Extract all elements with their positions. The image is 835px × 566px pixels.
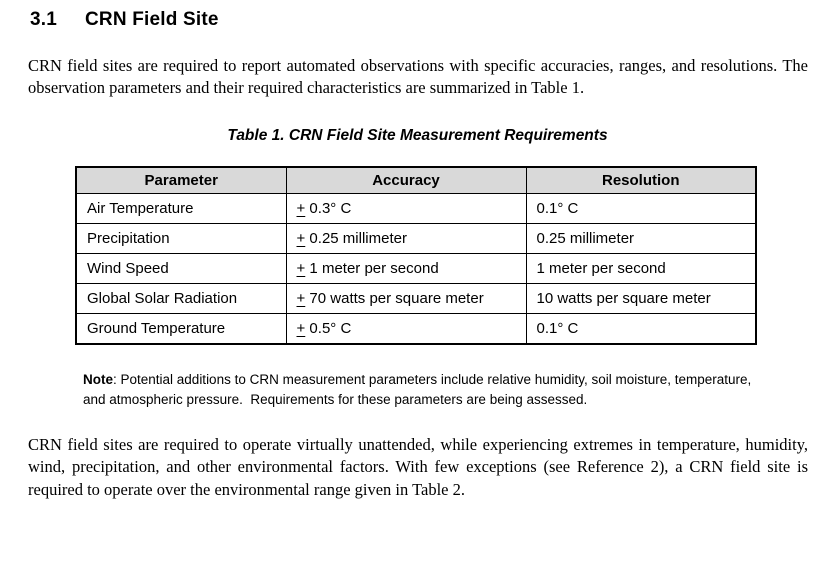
table-row: Global Solar Radiation + 70 watts per squ… [75, 283, 757, 315]
cell-parameter: Precipitation [75, 223, 287, 255]
cell-resolution: 0.1° C [525, 313, 757, 345]
document-page: 3.1 CRN Field Site CRN field sites are r… [0, 9, 835, 566]
measurement-requirements-table: Parameter Accuracy Resolution Air Temper… [75, 165, 757, 345]
column-header-parameter: Parameter [75, 166, 287, 195]
table-caption: Table 1. CRN Field Site Measurement Requ… [227, 126, 608, 144]
cell-resolution: 0.25 millimeter [525, 223, 757, 255]
note-label: Note [83, 371, 113, 387]
table-row: Precipitation + 0.25 millimeter 0.25 milli… [75, 223, 757, 255]
table-body: Air Temperature + 0.3° C 0.1° C Precipitati… [75, 193, 757, 345]
plus-minus-sign: + [296, 290, 306, 308]
paragraph-intro: CRN field sites are required to report a… [28, 56, 808, 98]
plus-minus-sign: + [296, 260, 306, 278]
table-header-row: Parameter Accuracy Resolution [75, 166, 757, 195]
column-header-resolution: Resolution [525, 166, 757, 195]
section-number: 3.1 [30, 9, 58, 30]
cell-resolution: 1 meter per second [525, 253, 757, 285]
cell-resolution: 10 watts per square meter [525, 283, 757, 315]
cell-resolution: 0.1° C [525, 193, 757, 225]
cell-accuracy: + 70 watts per square meter [285, 283, 527, 315]
table-row: Ground Temperature + 0.5° C 0.1° C [75, 313, 757, 345]
note-text: : Potential additions to CRN measurement… [83, 371, 756, 407]
plus-minus-sign: + [296, 200, 306, 218]
cell-accuracy: + 1 meter per second [285, 253, 527, 285]
table-note: Note: Potential additions to CRN measure… [83, 370, 755, 410]
section-title: CRN Field Site [85, 9, 219, 30]
cell-parameter: Ground Temperature [75, 313, 287, 345]
cell-parameter: Wind Speed [75, 253, 287, 285]
cell-accuracy: + 0.5° C [285, 313, 527, 345]
plus-minus-sign: + [296, 320, 306, 338]
column-header-accuracy: Accuracy [285, 166, 527, 195]
cell-accuracy: + 0.25 millimeter [285, 223, 527, 255]
table-row: Air Temperature + 0.3° C 0.1° C [75, 193, 757, 225]
table-row: Wind Speed + 1 meter per second 1 meter pe… [75, 253, 757, 285]
cell-parameter: Air Temperature [75, 193, 287, 225]
cell-parameter: Global Solar Radiation [75, 283, 287, 315]
plus-minus-sign: + [296, 230, 306, 248]
section-heading: 3.1 CRN Field Site [30, 9, 835, 31]
cell-accuracy: + 0.3° C [285, 193, 527, 225]
paragraph-operation: CRN field sites are required to operate … [28, 434, 808, 499]
